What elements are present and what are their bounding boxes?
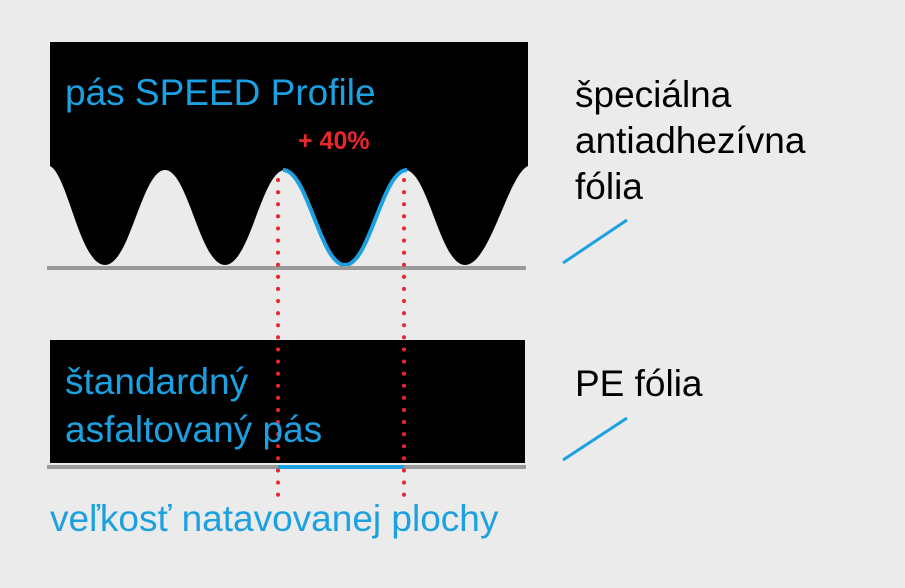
speed-profile-belt (50, 42, 528, 265)
standard-belt (50, 340, 525, 463)
caption: veľkosť natavovanej plochy (50, 498, 499, 539)
film-label: PE fólia (575, 363, 703, 404)
film-label: fólia (575, 166, 643, 207)
film-label: špeciálna (575, 74, 732, 115)
bottom-label: štandardný (65, 361, 249, 402)
top-label: pás SPEED Profile (65, 72, 376, 113)
increase-label: + 40% (298, 127, 370, 155)
pointer-line (562, 218, 628, 265)
film-label: antiadhezívna (575, 120, 806, 161)
pointer-line (562, 416, 628, 462)
bottom-label: asfaltovaný pás (65, 409, 322, 450)
wave-highlight (282, 168, 408, 268)
